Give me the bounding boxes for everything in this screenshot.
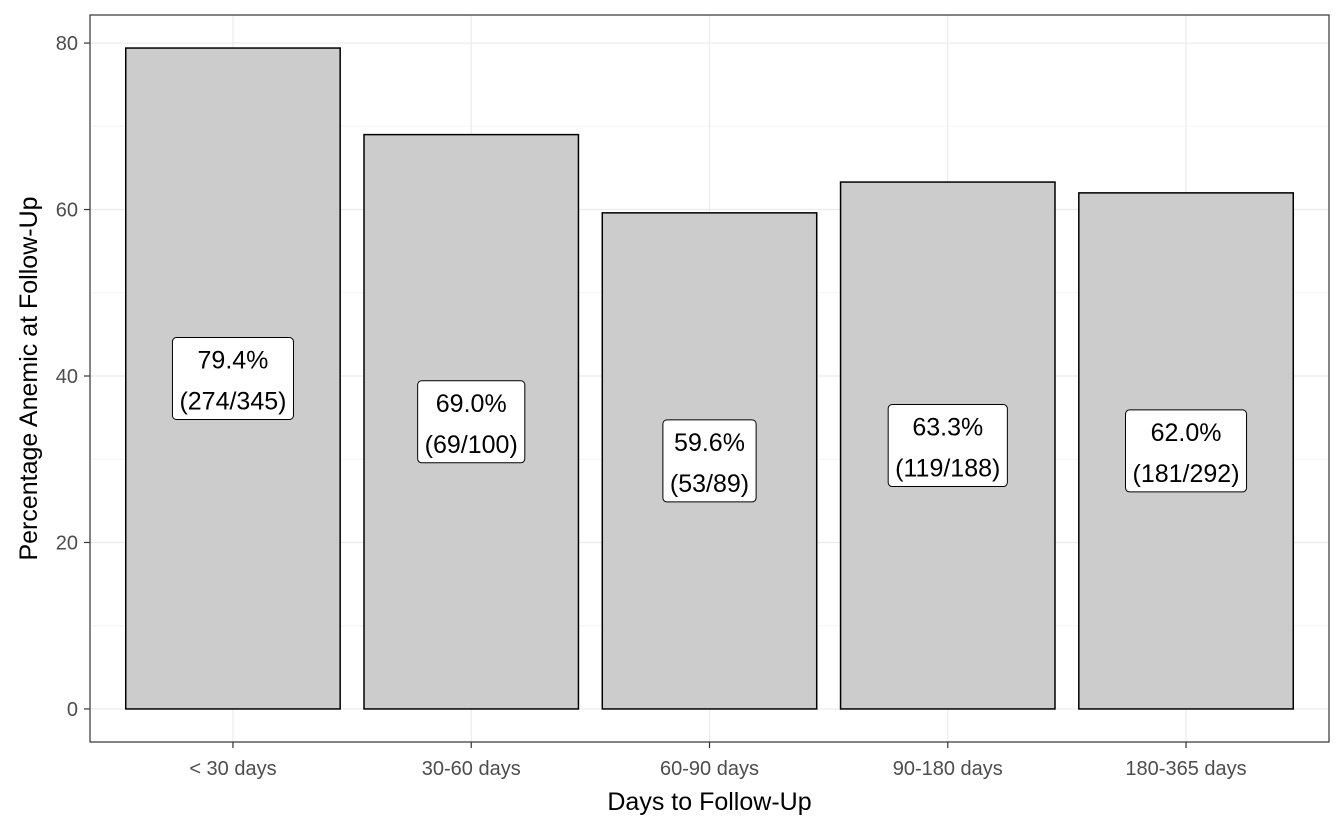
- bar-label-box: [887, 404, 1008, 488]
- bar-label-percent: 63.3%: [912, 414, 983, 442]
- bar-label-percent: 69.0%: [436, 390, 507, 418]
- bar-label: 69.0% (69/100): [417, 380, 526, 464]
- x-axis: < 30 days 30-60 days 60-90 days 90-180 days…: [189, 742, 1247, 780]
- bar-label-percent: 79.4%: [198, 347, 269, 375]
- x-tick-label: 90-180 days: [893, 758, 1003, 780]
- y-tick-label: 20: [56, 532, 78, 554]
- bar-label-counts: (181/292): [1133, 460, 1240, 488]
- bar-label: 79.4% (274/345): [171, 337, 294, 420]
- x-tick-label: 180-365 days: [1125, 758, 1246, 780]
- bar-label-box: [1125, 409, 1248, 493]
- bar-label-box: [662, 419, 757, 503]
- bar-label: 62.0% (181/292): [1125, 409, 1248, 493]
- y-tick-label: 60: [56, 200, 78, 222]
- bar-label-counts: (274/345): [179, 388, 286, 416]
- y-tick-label: 40: [56, 366, 78, 388]
- bar-label-percent: 62.0%: [1151, 419, 1222, 447]
- x-tick-label: < 30 days: [189, 758, 276, 780]
- bar-label-counts: (119/188): [895, 455, 1000, 483]
- bar-label: 63.3% (119/188): [887, 404, 1008, 488]
- bar-label-counts: (69/100): [425, 431, 518, 459]
- bar-label-box: [417, 380, 526, 464]
- bar-label-counts: (53/89): [670, 470, 749, 498]
- bar-labels: 79.4% (274/345) 69.0% (69/100) 59.6% (53/89) 6…: [171, 337, 1248, 503]
- y-axis: 0 20 40 60 80: [56, 33, 90, 721]
- x-tick-label: 30-60 days: [422, 758, 521, 780]
- y-tick-label: 80: [56, 33, 78, 55]
- y-tick-label: 0: [67, 699, 78, 721]
- bar-label-percent: 59.6%: [674, 429, 745, 457]
- y-axis-title: Percentage Anemic at Follow-Up: [15, 196, 43, 560]
- bar-label-box: [171, 337, 294, 420]
- x-tick-label: 60-90 days: [660, 758, 759, 780]
- bar-label: 59.6% (53/89): [662, 419, 757, 503]
- x-axis-title: Days to Follow-Up: [607, 788, 811, 816]
